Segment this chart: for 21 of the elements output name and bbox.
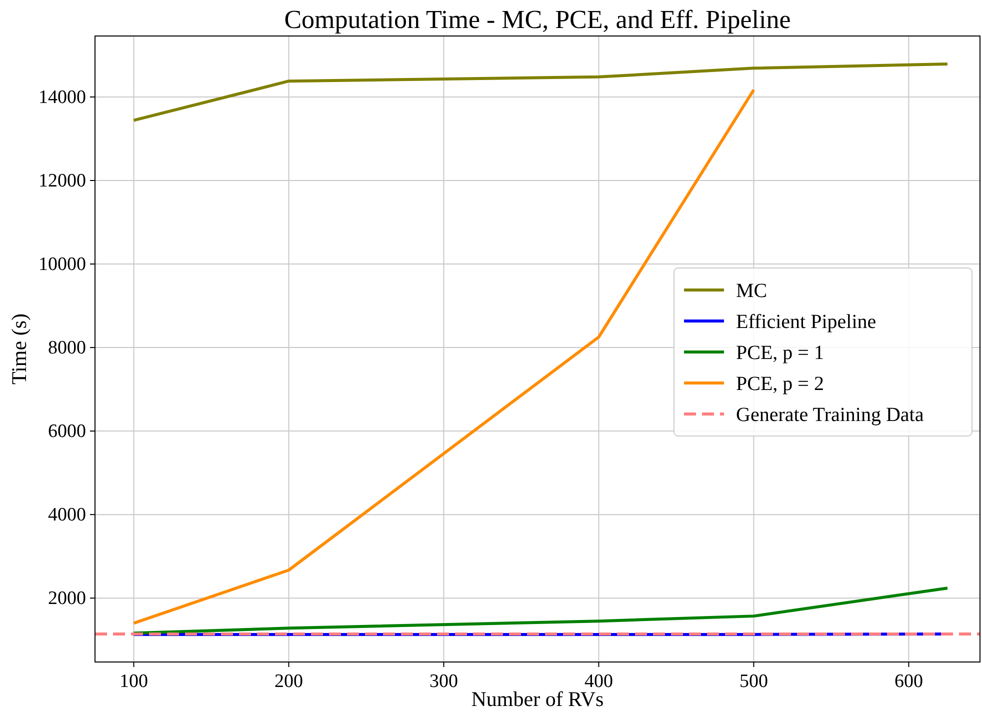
- line-series: [132, 62, 949, 122]
- legend-label: MC: [736, 280, 768, 302]
- legend-label: PCE, p = 1: [736, 342, 824, 364]
- legend-label: Generate Training Data: [736, 404, 924, 426]
- y-tick-label: 14000: [38, 86, 86, 108]
- y-tick-label: 6000: [48, 421, 86, 442]
- y-axis-title: Time (s): [7, 314, 31, 384]
- line-series: [132, 586, 949, 635]
- legend-label: Efficient Pipeline: [736, 311, 876, 333]
- x-tick-label: 600: [894, 671, 923, 692]
- x-tick-label: 200: [274, 671, 303, 692]
- x-tick-label: 300: [429, 671, 458, 692]
- y-tick-label: 4000: [48, 504, 86, 526]
- y-tick-label: 10000: [38, 254, 86, 276]
- chart-title: Computation Time - MC, PCE, and Eff. Pipeline: [284, 5, 791, 34]
- y-tick-label: 12000: [38, 170, 86, 192]
- x-tick-label: 100: [120, 671, 148, 692]
- x-tick-label: 500: [739, 671, 768, 692]
- legend-label: PCE, p = 2: [736, 373, 824, 395]
- y-tick-label: 8000: [48, 338, 86, 359]
- y-tick-label: 2000: [48, 588, 86, 610]
